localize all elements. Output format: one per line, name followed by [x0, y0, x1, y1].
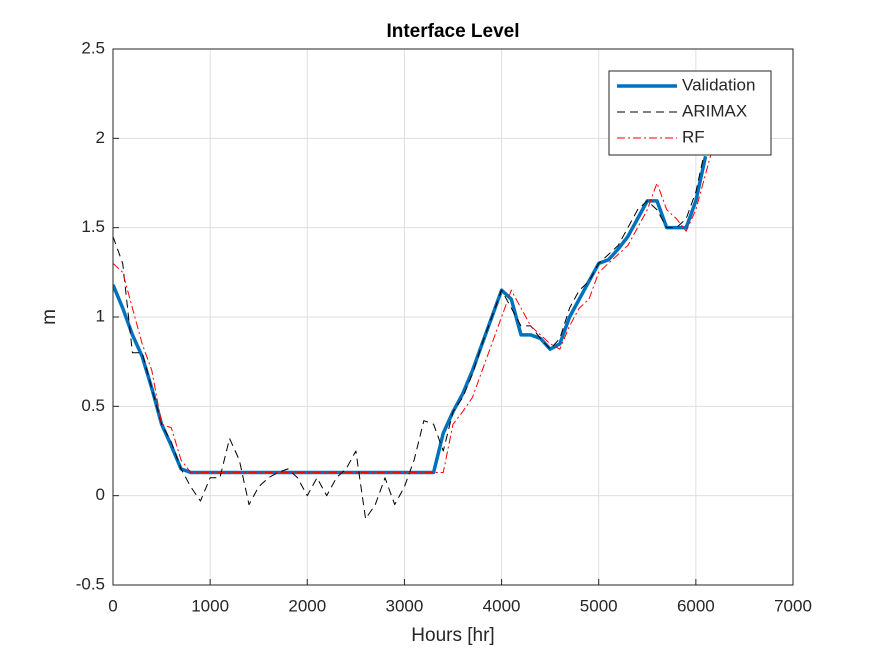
x-tick-label: 5000	[580, 596, 618, 615]
x-axis-label: Hours [hr]	[411, 625, 494, 646]
y-tick-label: 1.5	[81, 217, 105, 236]
legend-label: RF	[682, 127, 705, 146]
chart-title: Interface Level	[386, 21, 519, 42]
y-axis-label: m	[39, 309, 60, 325]
x-tick-label: 4000	[483, 596, 521, 615]
y-tick-label: 0	[96, 485, 105, 504]
x-tick-label: 1000	[191, 596, 229, 615]
y-tick-label: 2	[96, 128, 105, 147]
series-line	[113, 147, 707, 520]
series-line	[113, 138, 716, 473]
legend-label: Validation	[682, 75, 755, 94]
x-tick-label: 7000	[774, 596, 812, 615]
y-tick-label: 1	[96, 306, 105, 325]
y-tick-label: -0.5	[76, 574, 105, 593]
x-tick-label: 6000	[677, 596, 715, 615]
ticks: 0 1000 2000 3000 4000 5000 6000 7000-0.500.511.…	[76, 38, 812, 615]
y-tick-label: 2.5	[81, 38, 105, 57]
legend-label: ARIMAX	[682, 101, 747, 120]
legend: Validation ARIMAX RF	[608, 70, 772, 156]
x-tick-label: 0	[108, 596, 117, 615]
x-tick-label: 3000	[386, 596, 424, 615]
x-tick-label: 2000	[288, 596, 326, 615]
y-tick-label: 0.5	[81, 396, 105, 415]
plot-lines	[113, 138, 716, 520]
